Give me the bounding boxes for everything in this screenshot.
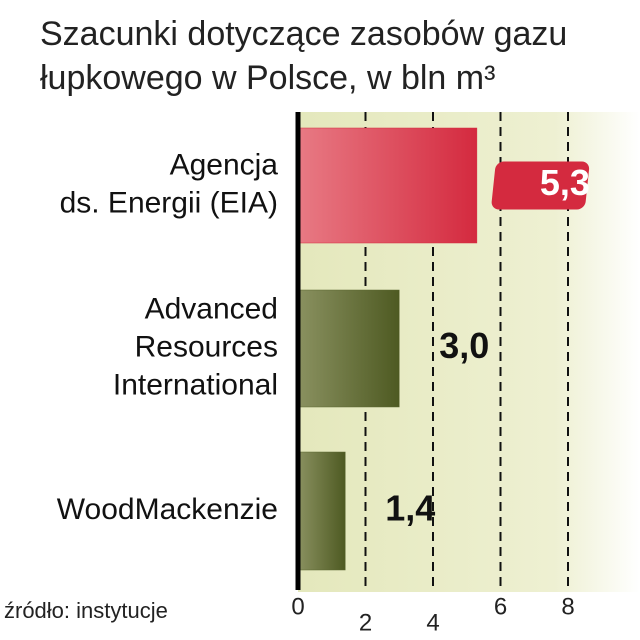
source: źródło: instytucje: [4, 598, 168, 623]
y-tick-label: ds. Energii (EIA): [60, 186, 278, 219]
bar: [297, 451, 346, 571]
bar: [297, 289, 400, 408]
x-tick-label: 8: [561, 593, 574, 620]
x-tick-label: 6: [494, 593, 507, 620]
y-tick-label: Advanced: [145, 292, 278, 325]
bar: [297, 127, 478, 244]
x-tick-label: 4: [426, 609, 439, 636]
y-tick-label: Resources: [135, 330, 278, 363]
value-label: 1,4: [385, 488, 435, 529]
chart-title: Szacunki dotyczące zasobów gazu: [40, 15, 567, 53]
value-label: 3,0: [439, 325, 489, 366]
value-label-box: [491, 161, 590, 210]
chart-title: łupkowego w Polsce, w bln m³: [40, 59, 495, 97]
value-label: 5,3: [540, 162, 590, 203]
x-tick-label: 2: [359, 609, 372, 636]
y-tick-label: WoodMackenzie: [57, 493, 278, 526]
y-tick-label: International: [113, 368, 278, 401]
x-tick-label: 0: [291, 593, 304, 620]
y-tick-label: Agencja: [170, 148, 279, 181]
